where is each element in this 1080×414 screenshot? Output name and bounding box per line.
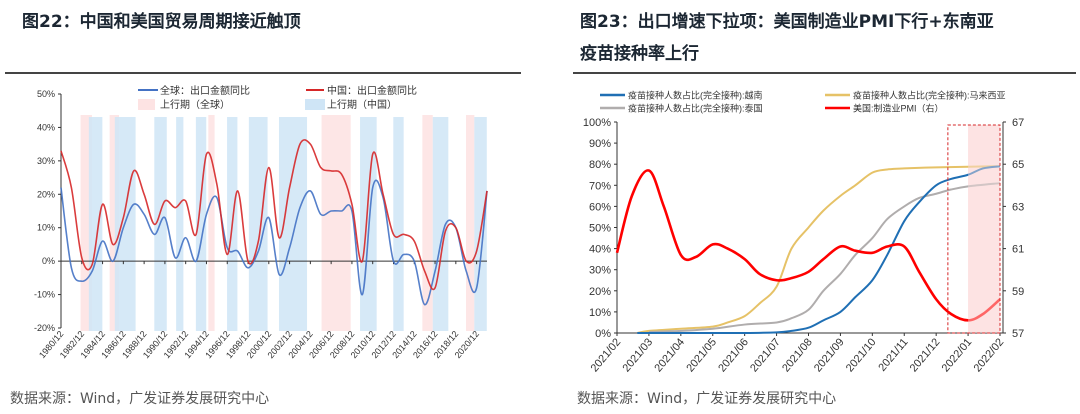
x-tick-label: 2021/05 <box>684 336 719 374</box>
x-tick-label: 2021/10 <box>844 336 879 374</box>
right-y-tick-label: 57 <box>1012 328 1024 340</box>
right-chart: 0% 10% 20% 30% 40% 50% 60% 70% 80% 90% 100% 57 59 61 6… <box>583 90 1024 375</box>
x-tick-label: 2021/11 <box>876 336 910 374</box>
right-y-tick-label: 63 <box>1012 201 1024 213</box>
y-tick-label: 0% <box>42 256 55 266</box>
x-tick-label: 2022/02 <box>972 336 1007 374</box>
legend-china-label: 中国：出口金额同比 <box>327 84 417 97</box>
shaded-period-global <box>80 115 92 331</box>
y-tick-label: 20% <box>37 189 55 199</box>
legend-global-upswing-label: 上行期（全球） <box>160 98 230 111</box>
shaded-period-global <box>321 115 351 331</box>
x-tick-label: 2021/02 <box>589 336 624 374</box>
x-tick-label: 2021/04 <box>652 336 687 374</box>
highlight-fill <box>968 125 1000 333</box>
right-y-tick-label: 65 <box>1012 159 1024 171</box>
legend-malaysia-label: 疫苗接种人数占比(完全接种):马来西亚 <box>853 90 1006 101</box>
shaded-period-china <box>195 117 207 331</box>
left-y-tick-label: 10% <box>589 307 611 319</box>
left-y-tick-label: 30% <box>589 265 611 277</box>
left-y-tick-label: 40% <box>589 244 611 256</box>
highlight-dashed-box <box>947 124 1001 334</box>
left-y-tick-label: 80% <box>589 159 611 171</box>
left-source-note: 数据来源：Wind，广发证券发展研究中心 <box>10 391 270 407</box>
right-y-tick-label: 67 <box>1012 117 1024 129</box>
left-chart: -20%-10%0%10%20%30%40%50%1980/121982/121… <box>34 84 488 360</box>
right-chart-title-line2: 疫苗接种率上行 <box>580 44 699 64</box>
shaded-period-china <box>474 117 487 331</box>
right-source-note: 数据来源：Wind，广发证券发展研究中心 <box>577 391 837 407</box>
legend-global-label: 全球：出口金额同比 <box>160 84 250 97</box>
x-tick-label: 2021/12 <box>908 336 943 374</box>
vietnam-vaccination-line <box>637 165 1001 335</box>
y-tick-label: 30% <box>37 156 55 166</box>
legend-china-upswing-swatch <box>305 99 325 110</box>
left-y-tick-label: 90% <box>589 138 611 150</box>
shaded-period-global <box>109 115 119 331</box>
left-y-tick-label: 0% <box>595 328 611 340</box>
left-y-tick-label: 70% <box>589 180 611 192</box>
shaded-period-global <box>208 115 215 331</box>
y-tick-label: -20% <box>34 323 55 333</box>
legend-vietnam-label: 疫苗接种人数占比(完全接种):越南 <box>628 90 763 101</box>
right-y-tick-label: 61 <box>1012 244 1024 256</box>
right-y-tick-label: 59 <box>1012 286 1024 298</box>
legend-us-pmi-label: 美国:制造业PMI（右） <box>853 103 944 114</box>
x-tick-label: 2021/03 <box>620 336 655 374</box>
y-tick-label: 50% <box>37 89 55 99</box>
left-chart-title: 图22：中国和美国贸易周期接近触顶 <box>22 12 301 32</box>
legend-global-upswing-swatch <box>138 99 155 110</box>
shaded-period-china <box>248 117 268 331</box>
left-y-tick-label: 20% <box>589 286 611 298</box>
right-chart-title-line1: 图23：出口增速下拉项：美国制造业PMI下行+东南亚 <box>580 12 994 32</box>
x-tick-label: 2021/06 <box>716 336 751 374</box>
thailand-vaccination-line <box>648 182 1001 333</box>
left-title-rule <box>5 72 521 74</box>
us-pmi-line <box>615 169 1001 322</box>
global-export-line <box>60 179 488 306</box>
left-y-tick-label: 50% <box>589 223 611 235</box>
shaded-period-global <box>422 115 433 331</box>
left-y-tick-label: 100% <box>583 117 611 129</box>
y-tick-label: 40% <box>37 122 55 132</box>
x-tick-label: 2021/08 <box>780 336 815 374</box>
x-tick-label: 2021/09 <box>812 336 847 374</box>
y-tick-label: 10% <box>37 223 55 233</box>
shaded-period-china <box>88 117 103 331</box>
shaded-period-china <box>432 117 449 331</box>
x-tick-label: 2022/01 <box>940 336 975 374</box>
shaded-period-china <box>393 117 404 331</box>
x-tick-label: 2021/07 <box>748 336 783 374</box>
shaded-period-china <box>176 117 184 331</box>
right-title-rule <box>573 72 1076 74</box>
malaysia-vaccination-line <box>637 165 1001 334</box>
legend-china-upswing-label: 上行期（中国） <box>327 98 397 111</box>
highlight-overlay <box>968 125 1000 333</box>
china-export-line <box>60 139 488 291</box>
shaded-period-global <box>466 115 475 331</box>
left-y-tick-label: 60% <box>589 201 611 213</box>
legend-thailand-label: 疫苗接种人数占比(完全接种):泰国 <box>628 103 763 114</box>
y-tick-label: -10% <box>34 290 55 300</box>
